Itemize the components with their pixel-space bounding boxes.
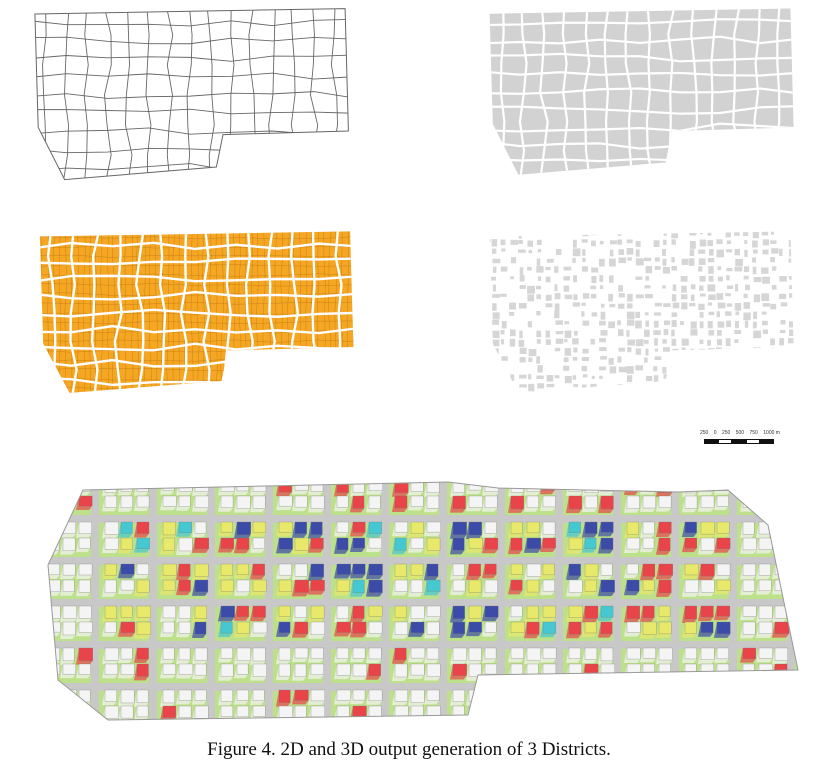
scale-tick: 1000 m — [763, 430, 780, 436]
figure-caption: Figure 4. 2D and 3D output generation of… — [207, 739, 611, 760]
3d-district-render — [47, 481, 799, 721]
scale-tick: 0 — [713, 430, 717, 436]
scale-tick: 250 — [721, 430, 731, 436]
building-footprints-map — [489, 231, 794, 393]
parcels-map — [39, 231, 354, 393]
scale-tick: 500 — [735, 430, 745, 436]
scale-tick: 250 — [700, 430, 709, 436]
district-outline — [34, 8, 349, 181]
scale-tick: 750 — [749, 430, 758, 436]
scale-bar-graphic — [704, 439, 774, 444]
blocks-map — [489, 8, 794, 175]
scale-bar: 250 0 250 500 750 1000 m — [700, 430, 780, 450]
district-3d-outline — [47, 481, 799, 721]
street-network-map — [34, 8, 349, 181]
scale-bar-labels: 250 0 250 500 750 1000 m — [700, 430, 780, 438]
